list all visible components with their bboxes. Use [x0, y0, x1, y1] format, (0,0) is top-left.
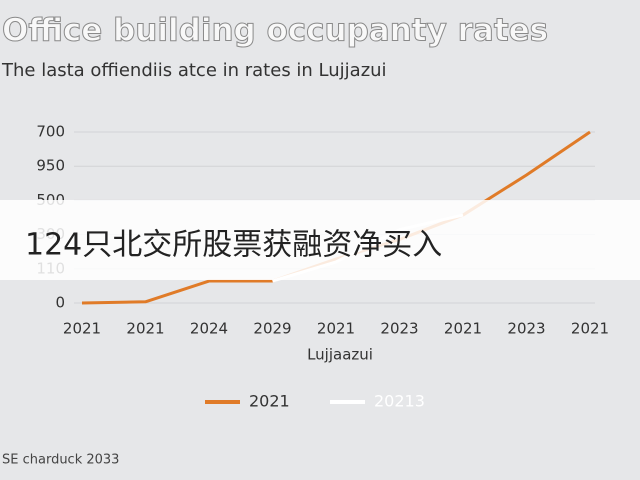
x-tick-label: 2021 — [317, 320, 355, 338]
x-tick-label: 2029 — [253, 320, 291, 338]
y-tick-label: 700 — [36, 123, 65, 141]
x-tick-label: 2021 — [571, 320, 609, 338]
x-tick-label: 2021 — [444, 320, 482, 338]
legend-label: 2021 — [249, 392, 290, 411]
x-tick-label: 2023 — [380, 320, 418, 338]
x-axis-label: Lujjaazui — [307, 346, 373, 364]
x-tick-label: 2023 — [507, 320, 545, 338]
source-note: SE charduck 2033 — [2, 453, 119, 468]
legend-label: 20213 — [374, 392, 425, 411]
x-tick-label: 2021 — [126, 320, 164, 338]
chart-title: Office building occupanty rates — [2, 13, 548, 49]
chart-subtitle: The lasta offiendiis atce in rates in Lu… — [1, 60, 387, 81]
y-tick-label: 0 — [55, 294, 65, 312]
x-tick-label: 2021 — [63, 320, 101, 338]
legend: 2021 20213 — [205, 392, 425, 411]
x-tick-label: 2024 — [190, 320, 228, 338]
banner-background — [0, 200, 640, 280]
y-tick-label: 950 — [36, 157, 65, 175]
banner-text: 124只北交所股票获融资净买入 — [25, 228, 442, 263]
